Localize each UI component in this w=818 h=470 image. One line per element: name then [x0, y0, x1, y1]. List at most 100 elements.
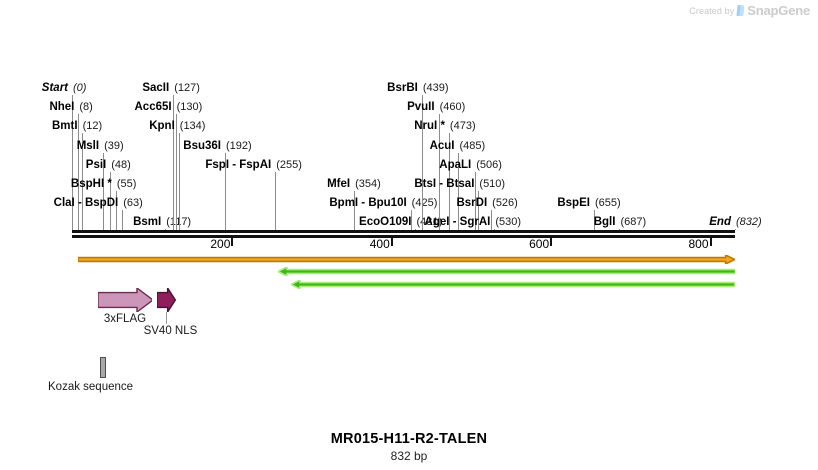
orf-arrow[interactable] [277, 267, 735, 276]
enzyme-leader-line [81, 133, 83, 230]
enzyme-label[interactable]: End (832) [709, 216, 761, 228]
enzyme-position: (425) [411, 197, 438, 210]
enzyme-label[interactable]: FspI - FspAI (255) [205, 159, 302, 171]
enzyme-leader-line [178, 133, 180, 230]
enzyme-label[interactable]: SacII (127) [142, 82, 200, 94]
watermark-brand: SnapGene [747, 3, 810, 18]
enzyme-label[interactable]: ClaI - BspDI (63) [54, 197, 143, 209]
enzyme-label[interactable]: Start (0) [42, 82, 87, 94]
enzyme-label-layer: Start (0) NheI (8) BmtI (12) MslI (39) PsiI (48) B… [0, 0, 818, 232]
enzyme-leader-line [165, 229, 167, 230]
enzyme-label[interactable]: AcuI (485) [430, 140, 486, 152]
enzyme-name: BtsI - BtsaI [414, 178, 475, 190]
enzyme-name: End [709, 216, 731, 229]
enzyme-leader-line [438, 114, 440, 230]
enzyme-position: (192) [226, 139, 252, 152]
ruler-tick [231, 238, 234, 246]
ruler-bar-lower [72, 235, 735, 238]
ruler-tick [390, 238, 393, 246]
enzyme-label[interactable]: AgeI - SgrAI (530) [425, 216, 522, 228]
enzyme-leader-line [110, 171, 112, 230]
enzyme-label[interactable]: EcoO109I (431) [359, 216, 442, 228]
enzyme-position: (354) [355, 178, 381, 190]
enzyme-label[interactable]: MfeI (354) [327, 178, 381, 190]
enzyme-leader-line [494, 229, 496, 230]
enzyme-name: NruI * [414, 120, 445, 133]
enzyme-position: (485) [459, 139, 486, 152]
feature-label: SV40 NLS [143, 325, 198, 337]
enzyme-label[interactable]: PsiI (48) [86, 159, 131, 171]
enzyme-label[interactable]: PvuII (460) [407, 101, 465, 113]
orf-arrow[interactable] [78, 255, 735, 264]
enzyme-label[interactable]: BtsI - BtsaI (510) [414, 178, 505, 190]
enzyme-label[interactable]: BspEI (655) [557, 197, 620, 209]
enzyme-label[interactable]: BglI (687) [594, 216, 646, 228]
feature-label: Kozak sequence [48, 381, 134, 393]
enzyme-label[interactable]: NruI * (473) [414, 120, 475, 132]
snapgene-watermark: Created by SnapGene [689, 3, 810, 18]
enzyme-name: BpmI - Bpu10I [329, 197, 407, 210]
enzyme-name: AgeI - SgrAI [424, 216, 491, 229]
enzyme-name: PsiI [85, 158, 107, 171]
enzyme-name: MfeI [327, 178, 351, 190]
enzyme-leader-line [103, 152, 105, 230]
enzyme-name: Acc65I [134, 101, 172, 114]
enzyme-label[interactable]: BmtI (12) [52, 120, 102, 132]
enzyme-position: (39) [104, 139, 124, 152]
enzyme-leader-line [478, 191, 480, 230]
enzyme-label[interactable]: BspHI * (55) [71, 178, 136, 190]
enzyme-position: (127) [174, 82, 200, 94]
feature-label: 3xFLAG [103, 313, 147, 325]
enzyme-name: Bsu36I [183, 139, 221, 152]
enzyme-position: (8) [79, 101, 93, 114]
enzyme-position: (473) [449, 120, 476, 133]
enzyme-name: ApaLI [439, 158, 472, 171]
orf-arrow[interactable] [291, 280, 735, 289]
enzyme-leader-line [410, 210, 412, 230]
enzyme-leader-line [175, 114, 177, 230]
enzyme-name: BglI [593, 216, 616, 229]
enzyme-leader-line [619, 229, 621, 230]
enzyme-name: AcuI [429, 139, 455, 152]
enzyme-position: (48) [111, 158, 131, 171]
enzyme-name: ClaI - BspDI [53, 197, 119, 210]
enzyme-label[interactable]: Bsu36I (192) [183, 140, 251, 152]
enzyme-leader-line [78, 114, 80, 230]
enzyme-leader-line [354, 191, 356, 230]
enzyme-name: BsrDI [456, 197, 488, 210]
enzyme-label[interactable]: ApaLI (506) [439, 159, 502, 171]
enzyme-position: (130) [176, 101, 203, 114]
feature-leader-line [166, 312, 168, 324]
enzyme-label[interactable]: Acc65I (130) [135, 101, 203, 113]
sequence-feature-arrow[interactable] [97, 288, 153, 312]
enzyme-leader-line [415, 229, 417, 230]
enzyme-label[interactable]: NheI (8) [49, 101, 92, 113]
enzyme-leader-line [491, 210, 493, 230]
enzyme-label[interactable]: KpnI (134) [149, 120, 205, 132]
sequence-feature-arrow[interactable] [157, 288, 176, 312]
enzyme-leader-line [275, 171, 277, 230]
enzyme-label[interactable]: BsrBI (439) [387, 82, 448, 94]
enzyme-name: KpnI [149, 120, 175, 133]
enzyme-label[interactable]: BpmI - Bpu10I (425) [329, 197, 437, 209]
enzyme-position: (255) [276, 158, 302, 171]
enzyme-leader-line [448, 133, 450, 230]
enzyme-name: BspEI [557, 197, 590, 210]
ruler-tick [709, 238, 712, 246]
enzyme-position: (63) [123, 197, 143, 210]
enzyme-position: (530) [495, 216, 522, 229]
map-title: MR015-H11-R2-TALEN [330, 431, 488, 447]
ruler-tick-label: 800 [688, 237, 709, 251]
enzyme-label[interactable]: BsmI (117) [133, 216, 191, 228]
enzyme-position: (134) [179, 120, 206, 133]
enzyme-label[interactable]: MslI (39) [77, 140, 124, 152]
feature-box[interactable] [100, 357, 107, 378]
enzyme-label[interactable]: BsrDI (526) [456, 197, 517, 209]
enzyme-leader-line [225, 152, 226, 230]
enzyme-position: (117) [166, 216, 191, 228]
enzyme-name: NheI [49, 101, 75, 114]
